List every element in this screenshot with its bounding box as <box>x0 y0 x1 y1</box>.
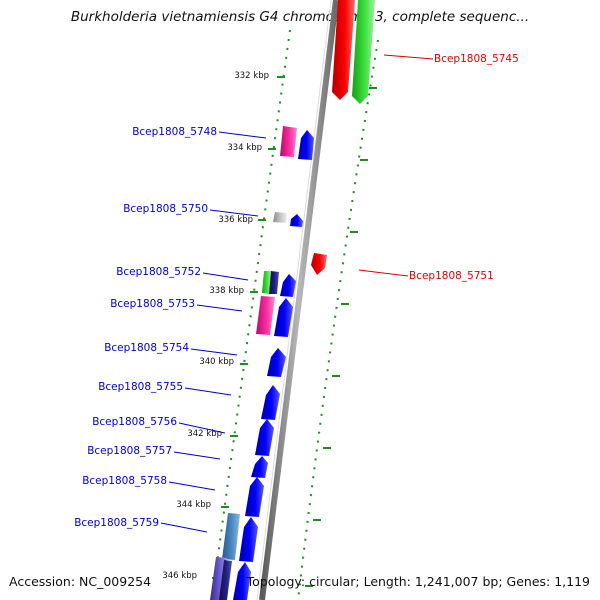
reverse-leader-lines <box>358 54 434 277</box>
gene-block-green-5752[interactable] <box>262 271 271 294</box>
tick-label-334: 334 kbp <box>227 143 262 153</box>
accession-text: Accession: NC_009254 <box>9 574 152 589</box>
tick-label-344: 344 kbp <box>176 500 211 510</box>
gene-arrow-blue-bottom[interactable] <box>233 562 251 600</box>
gene-label-5755[interactable]: Bcep1808_5755 <box>98 381 183 393</box>
gene-arrow-blue-5750[interactable] <box>290 214 303 227</box>
map-title: Burkholderia vietnamiensis G4 chromosome… <box>70 9 530 25</box>
gene-arrow-blue-5755[interactable] <box>261 385 280 420</box>
tick-label-346: 346 kbp <box>162 571 197 581</box>
gene-label-5751[interactable]: Bcep1808_5751 <box>409 270 494 282</box>
gene-arrow-blue-5757[interactable] <box>251 456 268 478</box>
gene-label-5757[interactable]: Bcep1808_5757 <box>87 445 172 457</box>
reverse-genes <box>311 0 375 275</box>
gene-label-5748[interactable]: Bcep1808_5748 <box>132 126 217 138</box>
gene-block-steel-5759[interactable] <box>222 513 240 560</box>
gene-block-navy-5752[interactable] <box>269 271 279 294</box>
chromosome-backbone <box>259 0 339 600</box>
gene-block-navy-bottom[interactable] <box>219 560 232 600</box>
tick-label-338: 338 kbp <box>209 286 244 296</box>
gene-arrow-red-top[interactable] <box>332 0 355 100</box>
gene-label-5750[interactable]: Bcep1808_5750 <box>123 203 208 215</box>
gene-arrow-green-top[interactable] <box>352 0 375 104</box>
gene-arrow-blue-5748[interactable] <box>298 130 314 160</box>
gene-label-5756[interactable]: Bcep1808_5756 <box>92 416 177 428</box>
gene-label-5753[interactable]: Bcep1808_5753 <box>110 298 195 310</box>
tick-label-342: 342 kbp <box>187 429 222 439</box>
inner-scale-track <box>211 29 291 600</box>
gene-arrow-blue-5753[interactable] <box>274 298 293 337</box>
outer-scale-track <box>297 39 379 600</box>
gene-arrow-blue-5758[interactable] <box>245 477 264 517</box>
topology-text: Topology: circular; Length: 1,241,007 bp… <box>246 574 590 589</box>
gene-label-5754[interactable]: Bcep1808_5754 <box>104 342 189 354</box>
gene-label-5752[interactable]: Bcep1808_5752 <box>116 266 201 278</box>
tick-label-332: 332 kbp <box>234 71 269 81</box>
tick-label-336: 336 kbp <box>218 215 253 225</box>
gene-arrow-blue-5752[interactable] <box>280 274 296 297</box>
tick-label-340: 340 kbp <box>199 357 234 367</box>
gene-block-pink-5748[interactable] <box>280 126 297 157</box>
gene-arrow-blue-5754[interactable] <box>267 348 286 377</box>
gene-label-5759[interactable]: Bcep1808_5759 <box>74 517 159 529</box>
gene-arrow-blue-5759[interactable] <box>239 517 258 562</box>
gene-label-5745[interactable]: Bcep1808_5745 <box>434 53 519 65</box>
gene-arrow-blue-5756[interactable] <box>255 419 274 456</box>
gene-block-grey-5750[interactable] <box>273 212 287 223</box>
chromosome-backbone-highlight <box>256 0 332 600</box>
forward-leader-lines <box>160 131 267 533</box>
forward-genes <box>210 126 314 600</box>
gene-block-pink-5753[interactable] <box>256 296 275 335</box>
gene-label-5758[interactable]: Bcep1808_5758 <box>82 475 167 487</box>
outer-ticks <box>305 87 377 587</box>
gene-arrow-red-5751[interactable] <box>311 253 327 275</box>
